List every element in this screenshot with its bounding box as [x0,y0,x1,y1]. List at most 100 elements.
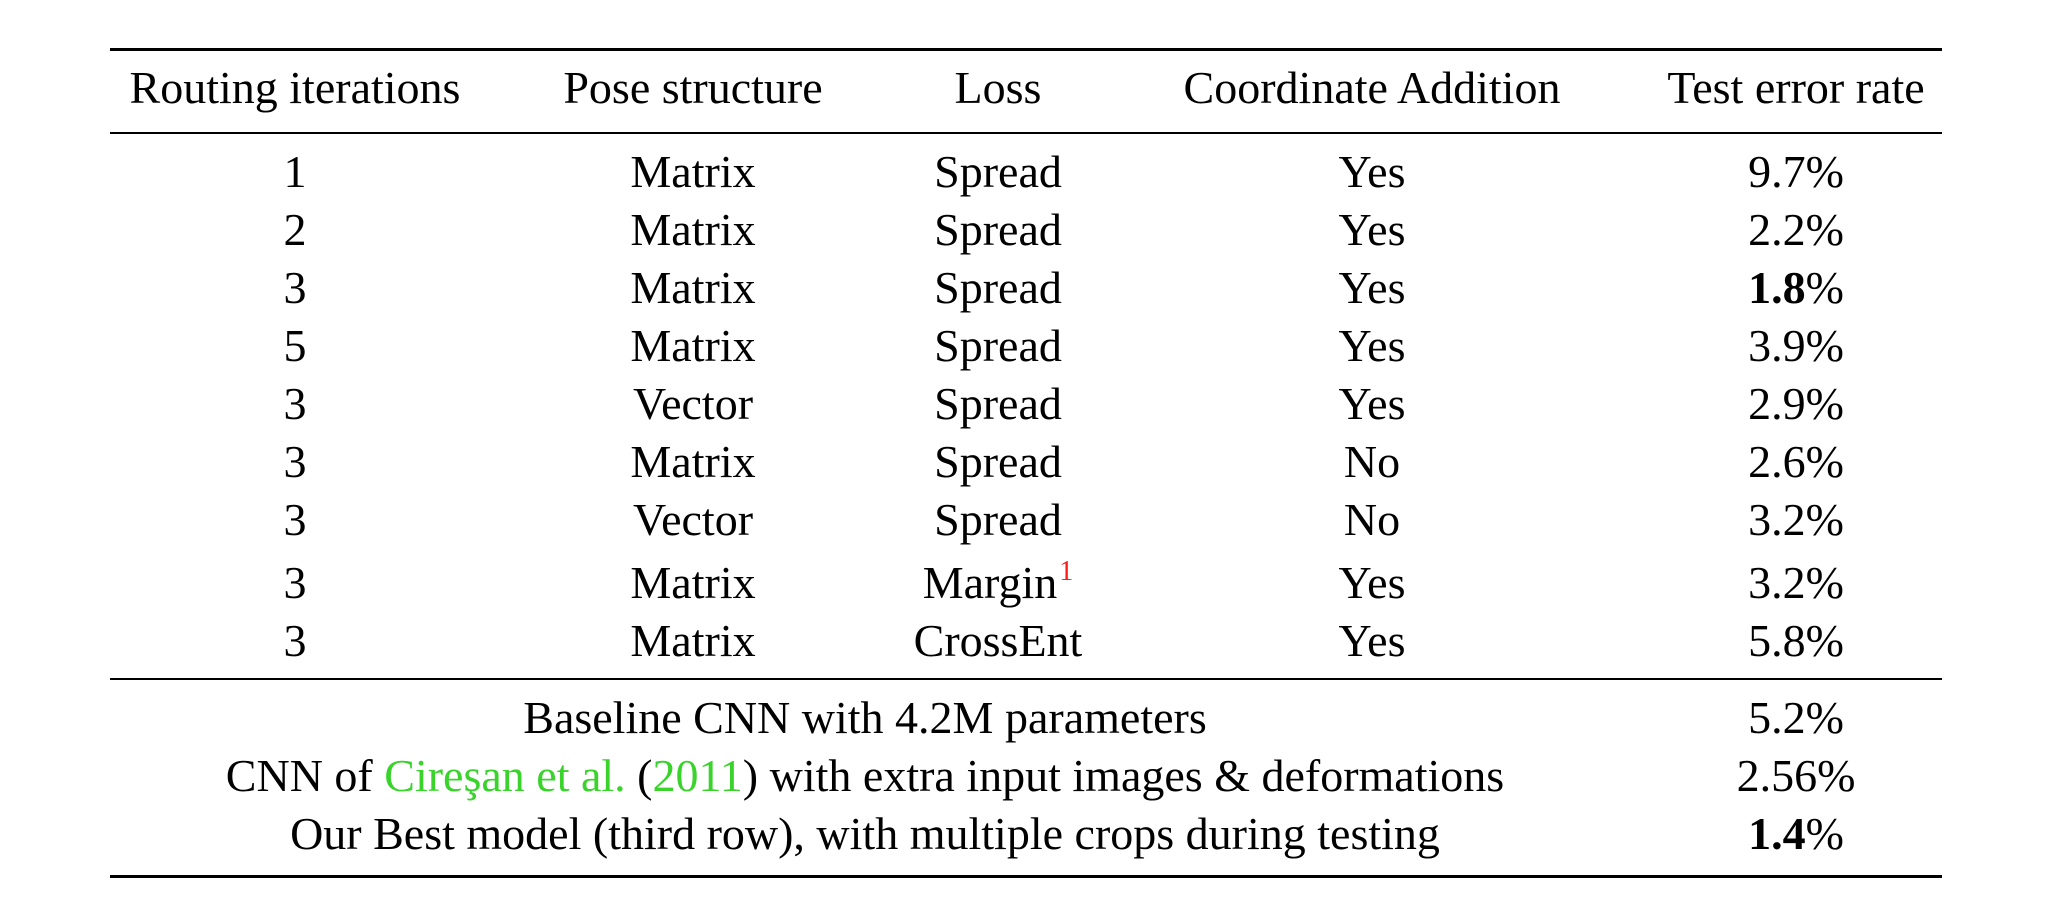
summary-text: CNN of [225,750,385,801]
error-value: 2.6 [1748,436,1806,487]
summary-separator-rule [110,678,1942,680]
test-error-rate-cell: 5.2% [1748,690,1844,746]
coordinate-addition-cell: Yes [1338,320,1406,371]
header-pose-structure: Pose structure [563,62,823,113]
loss-value: Margin [922,557,1058,608]
percent-sign: % [1805,615,1844,666]
test-error-rate-cell: 1.4% [1748,806,1844,862]
test-error-rate-cell: 5.8% [1748,613,1844,669]
coordinate-addition-cell: Yes [1338,378,1406,429]
pose-structure-cell: Matrix [630,557,756,608]
pose-structure-cell: Matrix [630,436,756,487]
routing-iterations-cell: 2 [283,204,307,255]
coordinate-addition-cell: Yes [1338,615,1406,666]
percent-sign: % [1805,692,1844,743]
loss-value: CrossEnt [913,615,1083,666]
percent-sign: % [1805,557,1844,608]
loss-cell: CrossEnt [914,613,1083,669]
loss-cell: Spread [934,260,1062,316]
percent-sign: % [1805,808,1844,859]
error-value: 3.2 [1748,494,1806,545]
loss-value: Spread [934,320,1062,371]
error-value: 3.2 [1748,557,1806,608]
test-error-rate-cell: 1.8% [1748,260,1844,316]
loss-cell: Spread [934,318,1062,374]
citation-link: 2011 [652,750,743,801]
percent-sign: % [1805,436,1844,487]
header-bottom-rule [110,132,1942,134]
percent-sign: % [1805,378,1844,429]
loss-value: Spread [934,436,1062,487]
loss-cell: Spread [934,376,1062,432]
summary-text: ( [625,750,653,801]
percent-sign: % [1805,146,1844,197]
test-error-rate-cell: 2.56% [1737,748,1856,804]
summary-description-cell: Baseline CNN with 4.2M parameters [523,690,1206,746]
test-error-rate-cell: 2.6% [1748,434,1844,490]
test-error-rate-cell: 3.2% [1748,492,1844,548]
loss-value: Spread [934,146,1062,197]
header-routing-iterations: Routing iterations [129,62,461,113]
citation-link: Cireşan et al. [384,750,626,801]
error-value: 2.2 [1748,204,1806,255]
error-value: 1.8 [1748,262,1806,313]
error-value: 5.8 [1748,615,1806,666]
coordinate-addition-cell: Yes [1338,557,1406,608]
coordinate-addition-cell: Yes [1338,146,1406,197]
coordinate-addition-cell: No [1343,436,1401,487]
routing-iterations-cell: 3 [283,436,307,487]
summary-text: Baseline CNN with 4.2M parameters [523,692,1207,743]
test-error-rate-cell: 3.9% [1748,318,1844,374]
pose-structure-cell: Matrix [630,146,756,197]
routing-iterations-cell: 1 [283,146,307,197]
pose-structure-cell: Matrix [630,320,756,371]
summary-text: Our Best model (third row), with multipl… [290,808,1440,859]
pose-structure-cell: Vector [632,378,754,429]
pose-structure-cell: Vector [632,494,754,545]
loss-value: Spread [934,262,1062,313]
coordinate-addition-cell: Yes [1338,204,1406,255]
footnote-marker: 1 [1059,556,1074,587]
pose-structure-cell: Matrix [630,204,756,255]
header-coordinate-addition: Coordinate Addition [1183,62,1561,113]
header-loss: Loss [954,62,1042,113]
percent-sign: % [1805,204,1844,255]
test-error-rate-cell: 3.2% [1748,555,1844,611]
percent-sign: % [1805,494,1844,545]
loss-cell: Spread [934,434,1062,490]
percent-sign: % [1805,320,1844,371]
loss-cell: Spread [934,492,1062,548]
coordinate-addition-cell: No [1343,494,1401,545]
loss-value: Spread [934,494,1062,545]
table-bottom-rule [110,875,1942,878]
summary-text: ) with extra input images & deformations [742,750,1505,801]
routing-iterations-cell: 3 [283,557,307,608]
percent-sign: % [1817,750,1856,801]
routing-iterations-cell: 3 [283,615,307,666]
loss-cell: Margin1 [923,555,1074,611]
loss-cell: Spread [934,202,1062,258]
header-test-error-rate: Test error rate [1667,62,1925,113]
loss-value: Spread [934,204,1062,255]
summary-description-cell: CNN of Cireşan et al. (2011) with extra … [226,748,1504,804]
test-error-rate-cell: 2.9% [1748,376,1844,432]
pose-structure-cell: Matrix [630,262,756,313]
test-error-rate-cell: 2.2% [1748,202,1844,258]
error-value: 3.9 [1748,320,1806,371]
coordinate-addition-cell: Yes [1338,262,1406,313]
test-error-rate-cell: 9.7% [1748,144,1844,200]
error-value: 1.4 [1748,808,1806,859]
routing-iterations-cell: 3 [283,378,307,429]
routing-iterations-cell: 3 [283,494,307,545]
summary-description-cell: Our Best model (third row), with multipl… [290,806,1440,862]
loss-cell: Spread [934,144,1062,200]
loss-value: Spread [934,378,1062,429]
error-value: 5.2 [1748,692,1806,743]
table-top-rule [110,48,1942,51]
routing-iterations-cell: 3 [283,262,307,313]
error-value: 9.7 [1748,146,1806,197]
percent-sign: % [1805,262,1844,313]
error-value: 2.9 [1748,378,1806,429]
routing-iterations-cell: 5 [283,320,307,371]
